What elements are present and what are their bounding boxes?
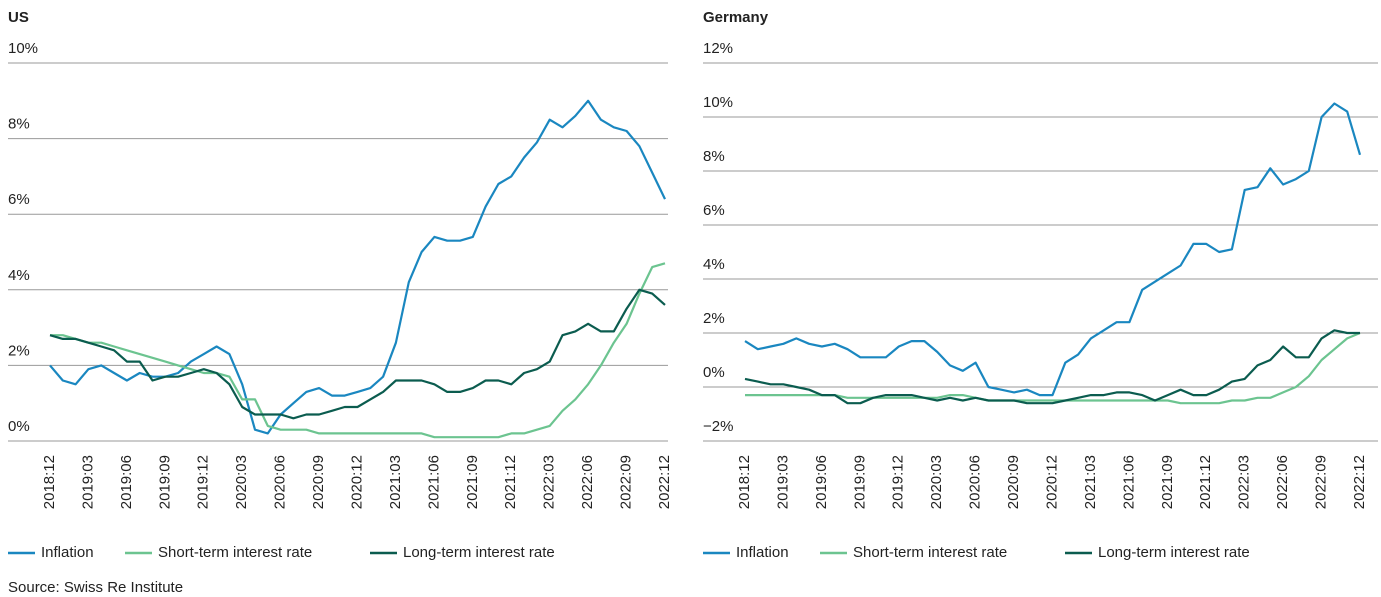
x-tick-label: 2020:06: [967, 455, 984, 509]
x-tick-label: 2019:06: [118, 455, 135, 509]
x-tick-label: 2020:03: [233, 455, 250, 509]
source: Source: Swiss Re Institute: [8, 579, 183, 596]
x-tick-label: 2019:09: [851, 455, 868, 509]
x-tick-label: 2021:06: [425, 455, 442, 509]
x-tick-label: 2021:03: [1082, 455, 1099, 509]
x-tick-label: 2019:03: [774, 455, 791, 509]
x-tick-label: 2021:12: [502, 455, 519, 509]
x-tick-label: 2019:03: [79, 455, 96, 509]
y-tick-label: 10%: [703, 94, 733, 111]
y-tick-label: −2%: [703, 418, 733, 435]
x-tick-label: 2022:12: [1351, 455, 1368, 509]
x-tick-label: 2022:03: [1236, 455, 1253, 509]
y-tick-label: 6%: [8, 191, 30, 208]
line-series: [745, 331, 1361, 405]
x-tick-label: 2019:06: [813, 455, 830, 509]
chart-title: Germany: [703, 9, 769, 26]
line-series: [49, 99, 666, 435]
x-tick-label: 2022:03: [541, 455, 558, 509]
y-tick-label: 6%: [703, 202, 725, 219]
y-tick-label: 4%: [703, 256, 725, 273]
legend-label: Inflation: [736, 544, 789, 561]
legend-label: Short-term interest rate: [853, 544, 1007, 561]
line-series: [50, 262, 666, 439]
y-tick-label: 4%: [8, 267, 30, 284]
x-tick-label: 2020:09: [310, 455, 327, 509]
line-series: [49, 288, 666, 420]
x-tick-label: 2021:09: [1159, 455, 1176, 509]
x-tick-label: 2021:06: [1120, 455, 1137, 509]
x-tick-label: 2021:12: [1197, 455, 1214, 509]
x-tick-label: 2022:06: [579, 455, 596, 509]
x-tick-label: 2022:09: [618, 455, 635, 509]
x-tick-label: 2021:09: [464, 455, 481, 509]
y-tick-label: 0%: [703, 364, 725, 381]
x-tick-label: 2018:12: [736, 455, 753, 509]
x-tick-label: 2021:03: [387, 455, 404, 509]
y-tick-label: 0%: [8, 418, 30, 435]
legend-label: Long-term interest rate: [403, 544, 555, 561]
x-tick-label: 2022:09: [1313, 455, 1330, 509]
y-tick-label: 2%: [703, 310, 725, 327]
x-tick-label: 2019:12: [195, 455, 212, 509]
x-tick-label: 2020:12: [1043, 455, 1060, 509]
line-series: [744, 329, 1360, 405]
x-tick-label: 2020:12: [348, 455, 365, 509]
chart-title: US: [8, 9, 29, 26]
y-tick-label: 10%: [8, 40, 38, 57]
x-tick-label: 2019:12: [890, 455, 907, 509]
x-tick-label: 2019:09: [156, 455, 173, 509]
line-series: [744, 102, 1362, 397]
y-tick-label: 12%: [703, 40, 733, 57]
y-tick-label: 8%: [703, 148, 725, 165]
x-tick-label: 2018:12: [41, 455, 58, 509]
x-tick-label: 2020:09: [1005, 455, 1022, 509]
legend-label: Short-term interest rate: [158, 544, 312, 561]
x-tick-label: 2020:06: [272, 455, 289, 509]
legend-label: Inflation: [41, 544, 94, 561]
y-tick-label: 2%: [8, 342, 30, 359]
x-tick-label: 2020:03: [928, 455, 945, 509]
x-tick-label: 2022:06: [1274, 455, 1291, 509]
y-tick-label: 8%: [8, 116, 30, 133]
x-tick-label: 2022:12: [656, 455, 673, 509]
legend-label: Long-term interest rate: [1098, 544, 1250, 561]
